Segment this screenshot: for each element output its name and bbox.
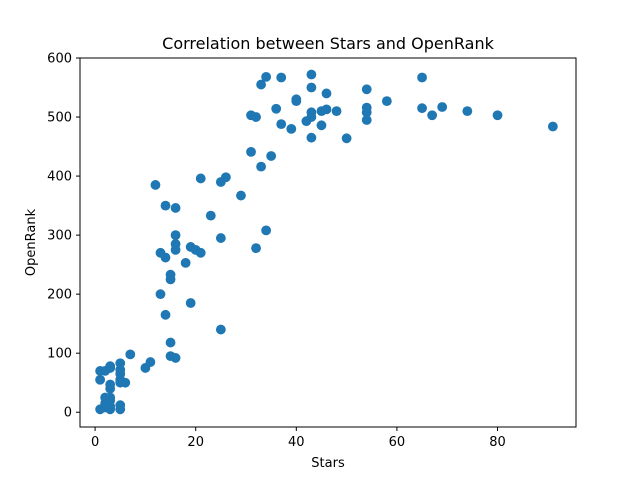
data-point (251, 112, 261, 122)
data-point (306, 69, 317, 80)
data-point (256, 79, 266, 90)
data-point (256, 161, 266, 172)
data-point (341, 133, 352, 144)
data-point (145, 357, 156, 367)
data-point (160, 252, 171, 263)
data-point (195, 247, 206, 258)
y-tick-label: 600 (47, 52, 72, 67)
data-point (266, 151, 277, 161)
data-point (276, 72, 287, 83)
data-point (160, 309, 171, 320)
data-point (361, 84, 372, 95)
data-point (95, 374, 106, 385)
x-tick-label: 20 (187, 435, 204, 450)
x-tick-label: 40 (288, 435, 305, 450)
data-point (286, 123, 297, 134)
data-point (321, 104, 332, 115)
y-tick-label: 400 (47, 170, 72, 185)
y-axis-label: OpenRank (24, 208, 39, 276)
data-point (105, 392, 116, 403)
data-point (220, 172, 231, 183)
data-point (261, 225, 272, 236)
x-tick-label: 60 (389, 435, 406, 450)
points-layer (95, 69, 558, 415)
y-tick-label: 0 (64, 406, 72, 421)
y-tick-label: 300 (47, 229, 72, 244)
data-point (170, 230, 181, 241)
data-point (160, 200, 171, 211)
data-point (492, 110, 503, 121)
data-point (165, 269, 176, 280)
data-point (291, 94, 302, 105)
y-tick-label: 500 (47, 111, 72, 126)
data-point (150, 180, 161, 190)
data-point (180, 257, 191, 268)
data-point (105, 379, 116, 390)
data-point (417, 72, 427, 83)
data-point (120, 377, 131, 388)
data-point (306, 82, 317, 93)
x-axis: 0 20 40 60 80 (91, 427, 506, 450)
data-point (236, 190, 246, 201)
data-point (331, 106, 342, 117)
data-point (361, 115, 372, 125)
data-point (437, 102, 448, 112)
data-point (316, 120, 327, 131)
data-point (205, 210, 216, 221)
data-point (462, 106, 473, 117)
data-point (115, 358, 126, 369)
data-point (185, 298, 196, 308)
data-point (195, 173, 206, 184)
data-point (306, 107, 317, 118)
data-point (115, 400, 126, 411)
data-point (321, 88, 332, 99)
data-point (215, 324, 226, 335)
y-tick-label: 200 (47, 288, 72, 303)
data-point (155, 289, 166, 300)
plot-frame (79, 57, 577, 428)
chart-title: Correlation between Stars and OpenRank (162, 34, 494, 53)
data-point (246, 146, 256, 157)
data-point (105, 361, 116, 372)
x-tick-label: 80 (489, 435, 506, 450)
y-tick-label: 100 (47, 347, 72, 362)
x-axis-label: Stars (311, 456, 345, 471)
data-point (306, 132, 317, 143)
data-point (417, 103, 427, 114)
data-point (361, 102, 372, 113)
data-point (251, 243, 261, 254)
data-point (271, 103, 282, 114)
x-tick-label: 0 (91, 435, 99, 450)
data-point (165, 337, 176, 348)
data-point (170, 203, 181, 213)
data-point (215, 233, 226, 243)
data-point (261, 71, 272, 82)
data-point (125, 349, 136, 360)
data-point (427, 110, 438, 121)
data-point (170, 239, 181, 249)
data-point (547, 121, 558, 132)
data-point (276, 119, 287, 130)
y-axis: 0 100 200 300 400 500 600 (47, 52, 80, 421)
data-point (105, 401, 116, 412)
data-point (381, 96, 392, 106)
data-point (170, 353, 181, 363)
